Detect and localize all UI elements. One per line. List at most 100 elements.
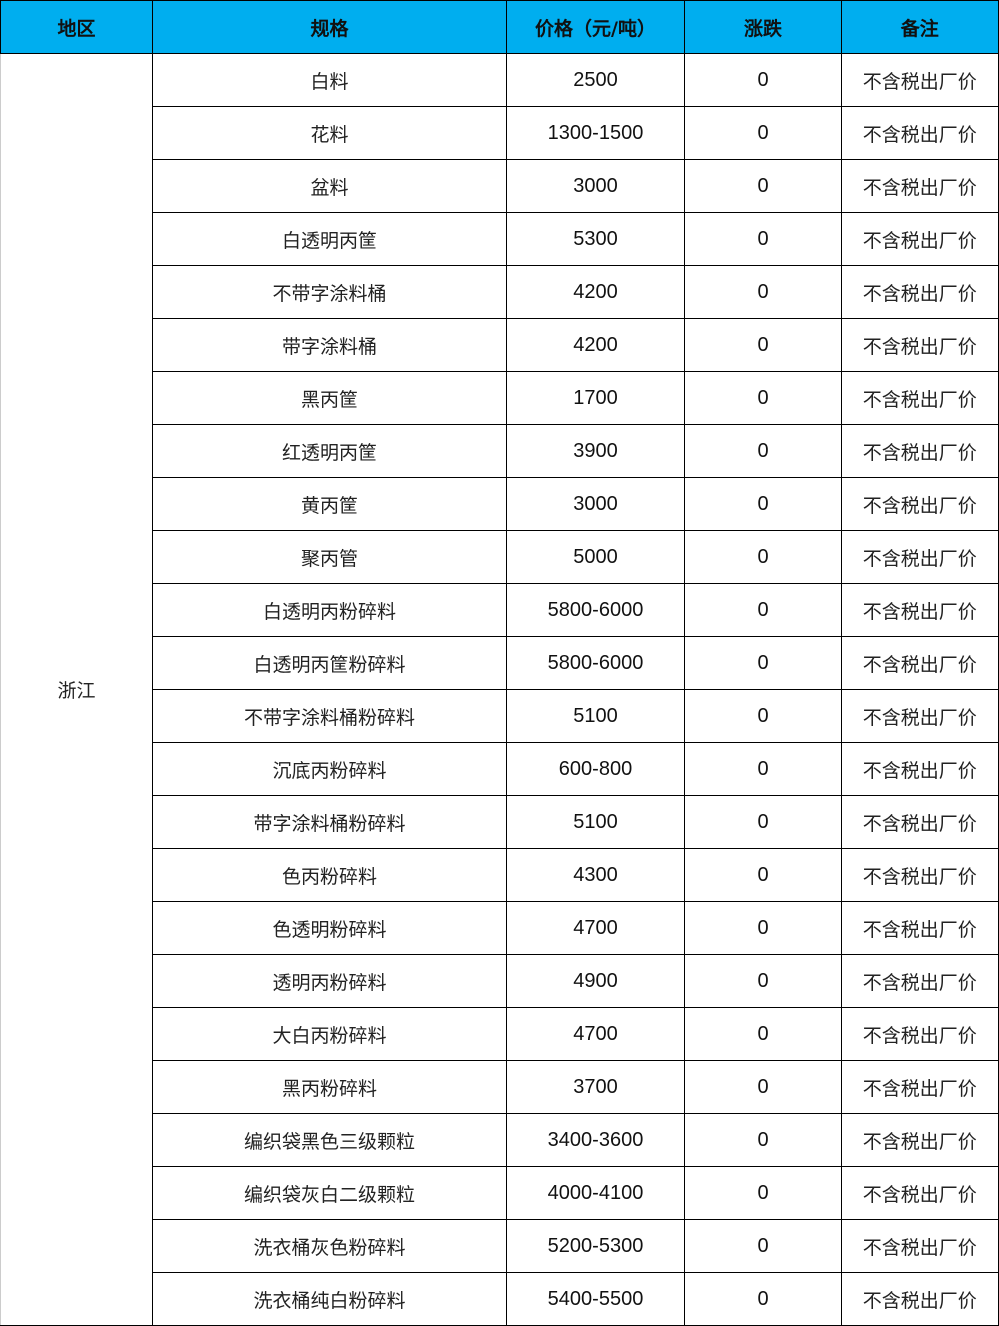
spec-cell: 带字涂料桶粉碎料: [152, 795, 507, 849]
price-cell: 5800-6000: [506, 636, 685, 690]
spec-cell: 白透明丙粉碎料: [152, 583, 507, 637]
spec-cell: 不带字涂料桶: [152, 265, 507, 319]
note-cell: 不含税出厂价: [841, 53, 999, 107]
price-cell: 3400-3600: [506, 1113, 685, 1167]
note-cell: 不含税出厂价: [841, 1113, 999, 1167]
price-cell: 5000: [506, 530, 685, 584]
table-row: 编织袋灰白二级颗粒 4000-4100 0 不含税出厂价: [1, 1166, 999, 1220]
change-cell: 0: [684, 1219, 842, 1273]
header-price: 价格（元/吨）: [506, 0, 685, 54]
change-cell: 0: [684, 901, 842, 955]
price-cell: 5300: [506, 212, 685, 266]
note-cell: 不含税出厂价: [841, 1060, 999, 1114]
change-cell: 0: [684, 212, 842, 266]
table-row: 黑丙筐 1700 0 不含税出厂价: [1, 371, 999, 425]
table-row: 红透明丙筐 3900 0 不含税出厂价: [1, 424, 999, 478]
header-change: 涨跌: [684, 0, 842, 54]
spec-cell: 洗衣桶纯白粉碎料: [152, 1272, 507, 1326]
change-cell: 0: [684, 424, 842, 478]
spec-cell: 洗衣桶灰色粉碎料: [152, 1219, 507, 1273]
change-cell: 0: [684, 583, 842, 637]
price-cell: 3000: [506, 159, 685, 213]
change-cell: 0: [684, 689, 842, 743]
note-cell: 不含税出厂价: [841, 1272, 999, 1326]
price-cell: 5100: [506, 689, 685, 743]
table-row: 白透明丙筐粉碎料 5800-6000 0 不含税出厂价: [1, 636, 999, 690]
spec-cell: 不带字涂料桶粉碎料: [152, 689, 507, 743]
note-cell: 不含税出厂价: [841, 318, 999, 372]
change-cell: 0: [684, 1272, 842, 1326]
spec-cell: 黑丙筐: [152, 371, 507, 425]
note-cell: 不含税出厂价: [841, 954, 999, 1008]
note-cell: 不含税出厂价: [841, 848, 999, 902]
price-cell: 3700: [506, 1060, 685, 1114]
note-cell: 不含税出厂价: [841, 424, 999, 478]
spec-cell: 黑丙粉碎料: [152, 1060, 507, 1114]
table-row: 黑丙粉碎料 3700 0 不含税出厂价: [1, 1060, 999, 1114]
spec-cell: 白透明丙筐粉碎料: [152, 636, 507, 690]
change-cell: 0: [684, 636, 842, 690]
table-row: 色透明粉碎料 4700 0 不含税出厂价: [1, 901, 999, 955]
change-cell: 0: [684, 848, 842, 902]
region-cell: 浙江: [0, 53, 153, 1326]
note-cell: 不含税出厂价: [841, 1166, 999, 1220]
header-spec: 规格: [152, 0, 507, 54]
price-cell: 4900: [506, 954, 685, 1008]
header-region: 地区: [0, 0, 153, 54]
price-cell: 5100: [506, 795, 685, 849]
change-cell: 0: [684, 742, 842, 796]
table-row: 白透明丙筐 5300 0 不含税出厂价: [1, 212, 999, 266]
table-row: 编织袋黑色三级颗粒 3400-3600 0 不含税出厂价: [1, 1113, 999, 1167]
spec-cell: 聚丙管: [152, 530, 507, 584]
change-cell: 0: [684, 1166, 842, 1220]
change-cell: 0: [684, 477, 842, 531]
price-cell: 4000-4100: [506, 1166, 685, 1220]
spec-cell: 白料: [152, 53, 507, 107]
header-row: 地区 规格 价格（元/吨） 涨跌 备注: [0, 0, 999, 54]
note-cell: 不含税出厂价: [841, 636, 999, 690]
note-cell: 不含税出厂价: [841, 1219, 999, 1273]
change-cell: 0: [684, 1007, 842, 1061]
spec-cell: 带字涂料桶: [152, 318, 507, 372]
spec-cell: 色透明粉碎料: [152, 901, 507, 955]
note-cell: 不含税出厂价: [841, 689, 999, 743]
note-cell: 不含税出厂价: [841, 795, 999, 849]
price-cell: 4700: [506, 901, 685, 955]
price-cell: 2500: [506, 53, 685, 107]
note-cell: 不含税出厂价: [841, 583, 999, 637]
price-cell: 4700: [506, 1007, 685, 1061]
header-note: 备注: [841, 0, 999, 54]
table-row: 带字涂料桶粉碎料 5100 0 不含税出厂价: [1, 795, 999, 849]
table-row: 不带字涂料桶粉碎料 5100 0 不含税出厂价: [1, 689, 999, 743]
price-cell: 1300-1500: [506, 106, 685, 160]
change-cell: 0: [684, 106, 842, 160]
spec-cell: 白透明丙筐: [152, 212, 507, 266]
table-row: 聚丙管 5000 0 不含税出厂价: [1, 530, 999, 584]
table-row: 盆料 3000 0 不含税出厂价: [1, 159, 999, 213]
table-row: 带字涂料桶 4200 0 不含税出厂价: [1, 318, 999, 372]
price-cell: 5200-5300: [506, 1219, 685, 1273]
price-cell: 600-800: [506, 742, 685, 796]
spec-cell: 编织袋黑色三级颗粒: [152, 1113, 507, 1167]
change-cell: 0: [684, 53, 842, 107]
spec-cell: 盆料: [152, 159, 507, 213]
spec-cell: 透明丙粉碎料: [152, 954, 507, 1008]
note-cell: 不含税出厂价: [841, 1007, 999, 1061]
spec-cell: 大白丙粉碎料: [152, 1007, 507, 1061]
price-cell: 1700: [506, 371, 685, 425]
spec-cell: 红透明丙筐: [152, 424, 507, 478]
price-cell: 3900: [506, 424, 685, 478]
change-cell: 0: [684, 265, 842, 319]
change-cell: 0: [684, 159, 842, 213]
price-cell: 4200: [506, 265, 685, 319]
price-cell: 5400-5500: [506, 1272, 685, 1326]
price-cell: 4300: [506, 848, 685, 902]
change-cell: 0: [684, 1060, 842, 1114]
spec-cell: 花料: [152, 106, 507, 160]
spec-cell: 沉底丙粉碎料: [152, 742, 507, 796]
note-cell: 不含税出厂价: [841, 265, 999, 319]
table-row: 大白丙粉碎料 4700 0 不含税出厂价: [1, 1007, 999, 1061]
table-row: 花料 1300-1500 0 不含税出厂价: [1, 106, 999, 160]
table-row: 黄丙筐 3000 0 不含税出厂价: [1, 477, 999, 531]
change-cell: 0: [684, 1113, 842, 1167]
